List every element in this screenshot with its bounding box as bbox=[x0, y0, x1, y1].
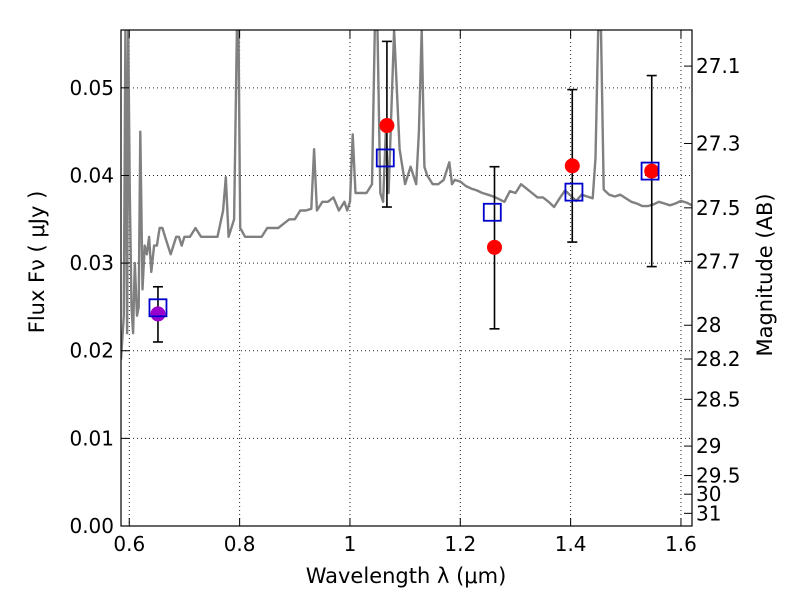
y-tick-label: 0.00 bbox=[69, 514, 114, 538]
grid-layer bbox=[121, 30, 692, 527]
y-tick-label: 0.01 bbox=[69, 426, 114, 450]
model-photometry-point bbox=[375, 148, 395, 168]
model-photometry-layer bbox=[148, 148, 660, 318]
y-tick-label: 0.05 bbox=[69, 76, 114, 100]
y2-tick-label: 27.7 bbox=[696, 249, 741, 273]
model-photometry-point bbox=[564, 182, 584, 202]
y2-tick-label: 30 bbox=[696, 482, 721, 506]
x-tick-label: 1 bbox=[344, 532, 357, 556]
y2-tick-label: 28 bbox=[696, 313, 721, 337]
y-axis-title: Flux Fν ( μJy ) bbox=[25, 191, 49, 334]
y-tick-label: 0.03 bbox=[69, 251, 114, 275]
observed-point bbox=[150, 306, 166, 322]
y2-tick-label: 27.1 bbox=[696, 54, 741, 78]
x-tick-label: 1.4 bbox=[555, 532, 587, 556]
observed-layer bbox=[150, 118, 660, 322]
observed-point bbox=[486, 239, 502, 255]
plot-frame bbox=[120, 29, 693, 527]
model-photometry-point bbox=[640, 161, 660, 181]
observed-point bbox=[644, 163, 660, 179]
labels-layer: 0.6 0.8 1 1.2 1.4 1.6 0.00 0.01 0.02 0.03 0.04 0.05… bbox=[69, 54, 740, 556]
y2-tick-label: 27.5 bbox=[696, 196, 741, 220]
y2-tick-label: 28.5 bbox=[696, 387, 741, 411]
x-tick-label: 1.6 bbox=[665, 532, 697, 556]
axes-layer bbox=[120, 29, 693, 527]
model-photometry-point bbox=[148, 298, 168, 318]
y2-tick-label: 29.5 bbox=[696, 464, 741, 488]
y-tick-label: 0.02 bbox=[69, 339, 114, 363]
observed-point bbox=[564, 158, 580, 174]
observed-point bbox=[379, 118, 395, 134]
x-axis-title: Wavelength λ (μm) bbox=[306, 564, 507, 588]
y2-tick-label: 31 bbox=[696, 501, 721, 525]
errorbar-layer bbox=[152, 40, 657, 343]
y2-tick-label: 29 bbox=[696, 434, 721, 458]
y2-axis-title: Magnitude (AB) bbox=[753, 193, 777, 356]
y2-tick-label: 28.2 bbox=[696, 347, 741, 371]
model-spectrum-line bbox=[121, 30, 692, 360]
y2-tick-label: 27.3 bbox=[696, 131, 741, 155]
model-photometry-point bbox=[482, 202, 502, 222]
y-tick-label: 0.04 bbox=[69, 163, 114, 187]
x-tick-label: 0.6 bbox=[113, 532, 145, 556]
x-tick-label: 0.8 bbox=[224, 532, 256, 556]
x-tick-label: 1.2 bbox=[444, 532, 476, 556]
spectrum-layer bbox=[121, 30, 692, 360]
